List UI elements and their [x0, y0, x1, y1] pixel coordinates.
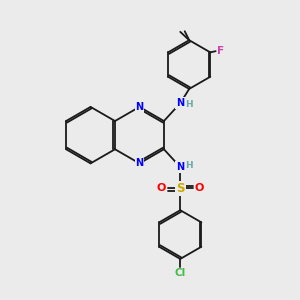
Text: S: S [176, 182, 184, 195]
Text: F: F [217, 46, 224, 56]
Text: Cl: Cl [175, 268, 186, 278]
Text: N: N [135, 102, 143, 112]
Text: N: N [176, 98, 184, 108]
Text: O: O [157, 184, 166, 194]
Text: N: N [135, 158, 143, 168]
Text: O: O [195, 184, 204, 194]
Text: N: N [176, 162, 184, 172]
Text: H: H [185, 161, 192, 170]
Text: H: H [185, 100, 192, 109]
